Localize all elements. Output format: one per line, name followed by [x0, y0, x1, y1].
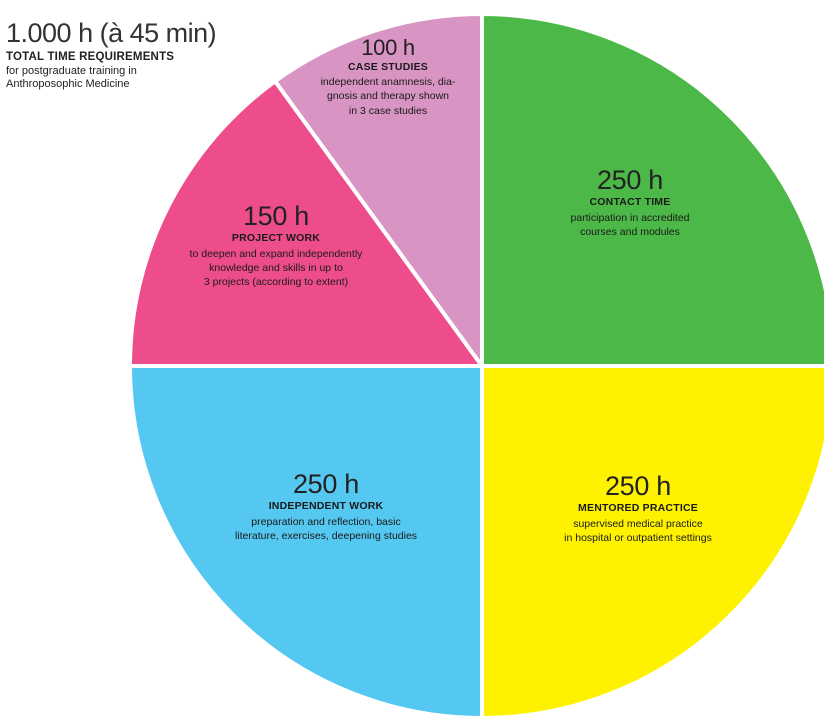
total-description: for postgraduate training in Anthroposop… [6, 65, 266, 90]
slice-description-line: supervised medical practice [573, 517, 703, 530]
pie-slice-mentored [480, 364, 824, 719]
slice-description-line: independent anamnesis, dia- [320, 76, 456, 89]
slice-description-line: to deepen and expand independently [189, 247, 363, 260]
slice-hours: 100 h [361, 35, 415, 60]
slice-hours: 250 h [292, 469, 360, 499]
total-description-line: Anthroposophic Medicine [6, 77, 130, 90]
pie-slices [127, 11, 824, 719]
slice-description: participation in accredited courses and … [530, 211, 730, 239]
chart-title: TOTAL TIME REQUIREMENTS [6, 51, 175, 64]
slice-description-line: preparation and reflection, basic [251, 515, 401, 528]
slice-label-project-work: 150 h PROJECT WORK to deepen and expand … [146, 202, 406, 289]
slice-description-line: gnosis and therapy shown [327, 90, 449, 103]
slice-name: INDEPENDENT WORK [268, 500, 384, 513]
slice-description: to deepen and expand independently knowl… [146, 247, 406, 290]
slice-label-independent-work: 250 h INDEPENDENT WORK preparation and r… [186, 470, 466, 543]
total-description-line: for postgraduate training in [6, 65, 137, 78]
pie-slice-independent [127, 364, 484, 719]
slice-name: MENTORED PRACTICE [578, 502, 698, 515]
slice-name: PROJECT WORK [231, 232, 321, 245]
pie-slice-contact [480, 11, 824, 368]
slice-description-line: knowledge and skills in up to [209, 261, 343, 274]
slice-hours: 250 h [604, 471, 672, 501]
slice-description-line: courses and modules [580, 225, 680, 238]
total-hours: 1.000 h (à 45 min) [6, 18, 217, 48]
slice-name: CASE STUDIES [348, 61, 428, 74]
slice-label-case-studies: 100 h CASE STUDIES independent anamnesis… [288, 36, 488, 118]
slice-description-line: 3 projects (according to extent) [203, 275, 349, 288]
pie-slice-case [272, 11, 484, 373]
slice-name: CONTACT TIME [589, 196, 671, 209]
slice-description-line: literature, exercises, deepening studies [234, 529, 418, 542]
slice-description-line: in hospital or outpatient settings [564, 531, 712, 544]
slice-description-line: in 3 case studies [348, 104, 428, 117]
slice-hours: 150 h [242, 201, 310, 231]
slice-description: preparation and reflection, basic litera… [186, 515, 466, 543]
slice-label-mentored-practice: 250 h MENTORED PRACTICE supervised medic… [508, 472, 768, 545]
slice-label-contact-time: 250 h CONTACT TIME participation in accr… [530, 166, 730, 239]
slice-description: supervised medical practice in hospital … [508, 517, 768, 545]
slice-hours: 250 h [596, 165, 664, 195]
slice-description: independent anamnesis, dia- gnosis and t… [288, 75, 488, 118]
slice-description-line: participation in accredited [570, 211, 690, 224]
total-requirements-block: 1.000 h (à 45 min) TOTAL TIME REQUIREMEN… [6, 18, 266, 91]
pie-slice-project [127, 78, 486, 368]
